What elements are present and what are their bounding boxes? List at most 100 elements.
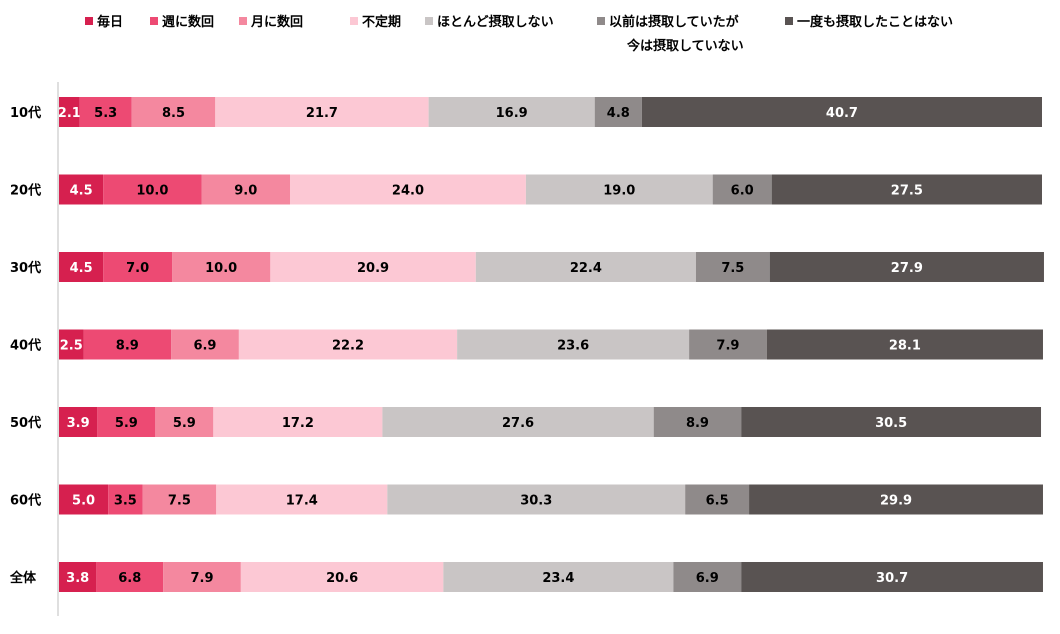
legend-label: 以前は摂取していたが xyxy=(609,14,739,30)
data-label: 29.9 xyxy=(880,494,912,509)
legend-swatch xyxy=(785,17,793,25)
data-label: 6.9 xyxy=(696,571,719,586)
data-label: 8.9 xyxy=(686,416,709,431)
data-label: 6.8 xyxy=(118,571,141,586)
bar-segment xyxy=(59,252,104,282)
data-label: 5.0 xyxy=(72,494,95,509)
legend-item: 一度も摂取したことはない xyxy=(785,14,953,30)
legend-label: 不定期 xyxy=(362,14,401,30)
bar-segment xyxy=(238,329,458,360)
legend-label: ほとんど摂取しない xyxy=(437,14,554,30)
bar-segment xyxy=(741,407,1042,437)
bar-segment xyxy=(685,484,750,515)
bar-segment xyxy=(594,97,642,127)
category-label: 50代 xyxy=(10,415,41,431)
bar-segment xyxy=(171,329,239,360)
bar-segment xyxy=(201,174,291,205)
legend-label: 一度も摂取したことはない xyxy=(797,14,953,30)
bar-segment xyxy=(741,562,1043,592)
data-label: 10.0 xyxy=(205,261,237,276)
bar-segment xyxy=(240,562,444,592)
data-label: 7.9 xyxy=(191,571,214,586)
bar-segment xyxy=(443,562,674,592)
data-label: 6.0 xyxy=(731,184,754,199)
bar-segment xyxy=(155,407,214,437)
bar-segment xyxy=(769,252,1044,282)
bar-segment xyxy=(270,252,476,282)
bar-segment xyxy=(103,252,173,282)
bar-segment xyxy=(653,407,742,437)
data-label: 19.0 xyxy=(603,184,635,199)
bar-row: 全体 3.8 6.8 7.9 20.6 23.4 6.9 30.7 xyxy=(9,562,1043,592)
bar-row: 40代 2.5 8.9 6.9 22.2 23.6 7.9 28.1 xyxy=(10,329,1043,360)
data-label: 7.9 xyxy=(716,339,739,354)
bar-segment xyxy=(131,97,216,127)
category-label: 20代 xyxy=(10,183,41,199)
data-label: 23.6 xyxy=(557,339,589,354)
data-label: 9.0 xyxy=(234,184,257,199)
legend-swatch xyxy=(350,17,358,25)
data-label: 3.9 xyxy=(67,416,90,431)
bar-segment xyxy=(387,484,686,515)
data-label: 6.9 xyxy=(193,339,216,354)
bar-row: 30代 4.5 7.0 10.0 20.9 22.4 7.5 27.9 xyxy=(10,252,1044,282)
data-label: 5.3 xyxy=(94,106,117,121)
bar-segment xyxy=(59,484,109,515)
data-label: 20.6 xyxy=(326,571,358,586)
bar-segment xyxy=(475,252,696,282)
data-label: 16.9 xyxy=(496,106,528,121)
legend: 毎日 週に数回 月に数回 不定期 ほとんど摂取しない 以前は摂取していたが今は摂取していな… xyxy=(85,14,953,54)
legend-label: 月に数回 xyxy=(250,14,303,30)
data-label: 23.4 xyxy=(542,571,574,586)
legend-label: 週に数回 xyxy=(162,14,214,30)
bar-row: 20代 4.5 10.0 9.0 24.0 19.0 6.0 27.5 xyxy=(10,174,1042,205)
bar-segment xyxy=(79,97,132,127)
category-label: 60代 xyxy=(10,493,41,509)
data-label: 30.7 xyxy=(876,571,908,586)
data-label: 17.2 xyxy=(282,416,314,431)
data-label: 7.5 xyxy=(721,261,744,276)
legend-item: ほとんど摂取しない xyxy=(425,14,554,30)
bar-segment xyxy=(59,329,84,360)
bar-segment xyxy=(213,407,383,437)
bar-segment xyxy=(108,484,143,515)
data-label: 4.5 xyxy=(70,261,93,276)
data-label: 3.5 xyxy=(114,494,137,509)
bar-segment xyxy=(59,174,104,205)
data-label: 4.8 xyxy=(607,106,630,121)
data-label: 28.1 xyxy=(889,339,921,354)
bar-row: 60代 5.0 3.5 7.5 17.4 30.3 6.5 29.9 xyxy=(10,484,1043,515)
data-label: 3.8 xyxy=(66,571,89,586)
bar-segment xyxy=(695,252,770,282)
data-label: 27.5 xyxy=(891,184,923,199)
data-label: 22.2 xyxy=(332,339,364,354)
bar-segment xyxy=(163,562,241,592)
category-label: 30代 xyxy=(10,260,41,276)
bar-segment xyxy=(215,97,429,127)
legend-label: 毎日 xyxy=(97,14,123,30)
data-label: 10.0 xyxy=(136,184,168,199)
data-label: 5.9 xyxy=(173,416,196,431)
category-label: 10代 xyxy=(10,105,41,121)
bar-segment xyxy=(712,174,772,205)
data-label: 8.9 xyxy=(116,339,139,354)
data-label: 4.5 xyxy=(70,184,93,199)
legend-item: 月に数回 xyxy=(239,14,303,30)
data-label: 20.9 xyxy=(357,261,389,276)
data-label: 6.5 xyxy=(706,494,729,509)
legend-item: 不定期 xyxy=(350,14,401,30)
bar-segment xyxy=(689,329,767,360)
bar-segment xyxy=(83,329,172,360)
data-label: 2.5 xyxy=(60,339,83,354)
data-label: 40.7 xyxy=(826,106,858,121)
legend-swatch xyxy=(597,17,605,25)
data-label: 30.3 xyxy=(520,494,552,509)
data-label: 21.7 xyxy=(306,106,338,121)
bar-segment xyxy=(172,252,271,282)
bar-segment xyxy=(457,329,690,360)
legend-swatch xyxy=(425,17,433,25)
data-label: 24.0 xyxy=(392,184,424,199)
bar-segment xyxy=(216,484,388,515)
data-label: 27.6 xyxy=(502,416,534,431)
